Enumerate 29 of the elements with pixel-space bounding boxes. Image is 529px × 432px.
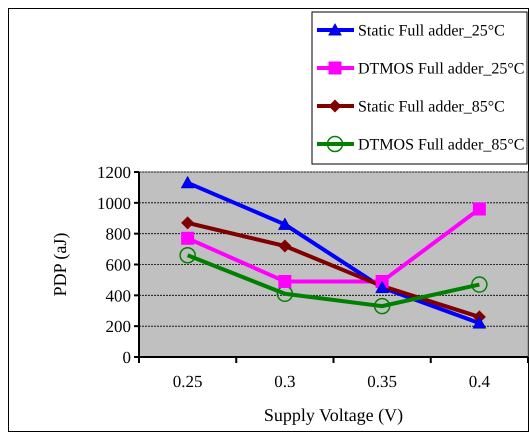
point [180,176,194,188]
y-tick-label: 800 [106,224,131,244]
point [181,232,194,245]
point [472,316,486,329]
point [278,218,292,230]
y-axis-title: PDP (aJ) [50,232,70,296]
point [472,202,486,216]
legend-label: DTMOS Full adder_85°C [358,136,524,154]
y-tick-label: 1000 [97,194,131,213]
x-tick-label: 0.25 [172,372,202,391]
point [278,274,292,288]
y-tick-label: 200 [106,317,131,336]
y-tick-label: 1200 [97,162,131,182]
y-tick-label: 600 [106,255,131,274]
point [278,240,292,252]
point [181,216,194,230]
point [179,247,196,264]
x-tick-label: 0.35 [367,372,397,391]
point [276,286,294,302]
y-tick-label: 400 [106,286,131,306]
legend-label: DTMOS Full adder_25°C [358,60,524,78]
point [374,298,390,314]
y-tick-label: 0 [122,348,131,367]
x-tick-label: 0.3 [274,372,296,391]
x-axis-title: Supply Voltage (V) [264,405,404,425]
legend-label: Static Full adder_85°C [358,98,505,116]
legend-label: Static Full adder_25°C [358,22,505,40]
point [471,276,488,293]
x-tick-label: 0.4 [468,372,490,391]
